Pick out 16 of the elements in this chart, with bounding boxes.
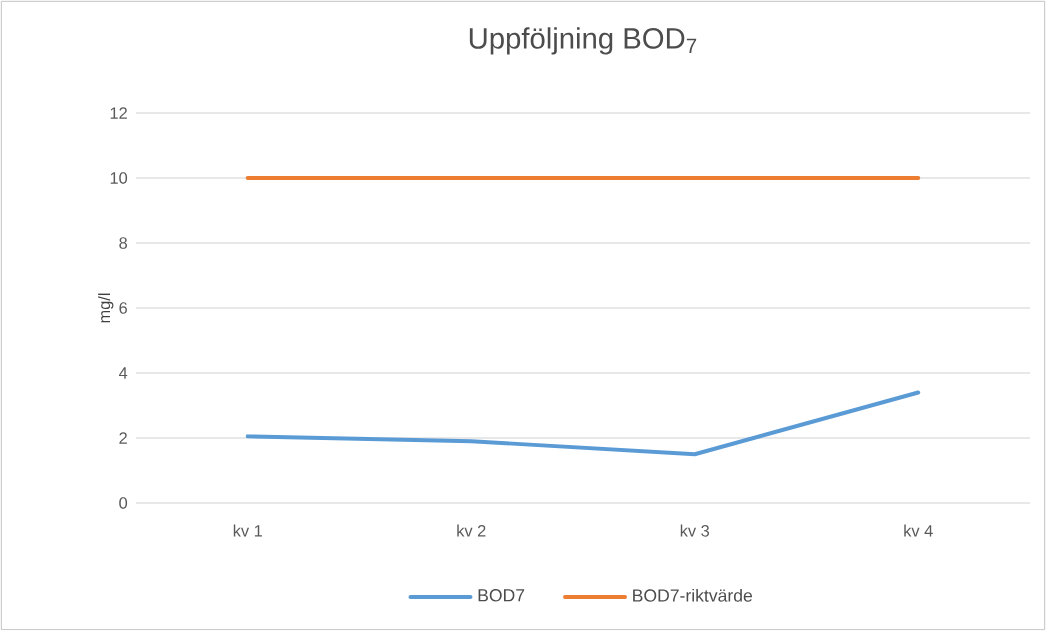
legend-label: BOD7 [478, 589, 525, 602]
x-tick-label: kv 3 [680, 524, 710, 537]
y-tick-label: 6 [119, 302, 127, 314]
x-tick-label: kv 1 [233, 524, 262, 537]
y-axis-title: mg/l [98, 293, 114, 323]
y-tick-label: 10 [110, 172, 128, 184]
y-tick-label: 2 [119, 432, 127, 444]
x-tick-label: kv 2 [457, 524, 486, 537]
y-tick-label: 0 [119, 497, 128, 509]
x-tick-label: kv 4 [904, 524, 933, 537]
y-tick-label: 4 [118, 367, 128, 379]
y-tick-label: 12 [110, 107, 127, 119]
legend-label: BOD7-riktvärde [633, 588, 753, 602]
y-tick-label: 8 [119, 237, 128, 249]
line-series [245, 390, 921, 457]
chart-title: Uppföljning BOD$_{7}$ [469, 27, 697, 55]
